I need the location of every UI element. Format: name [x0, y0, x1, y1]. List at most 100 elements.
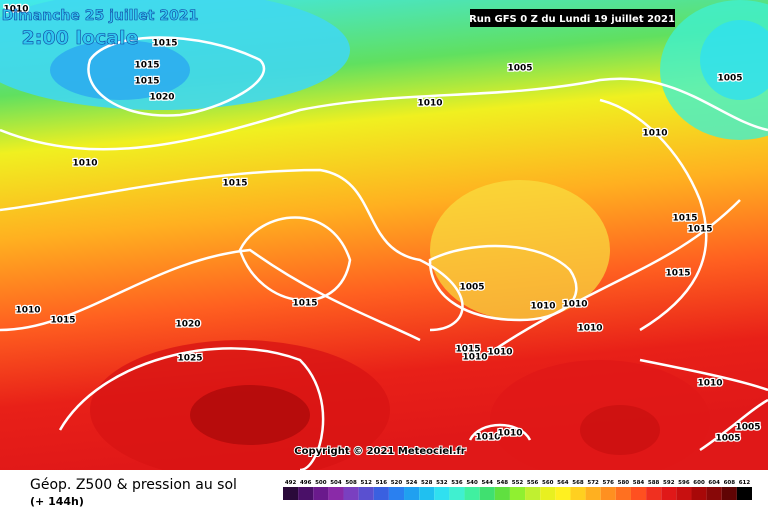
- legend-label: 604: [708, 480, 720, 486]
- isobar-label: 1010: [487, 348, 512, 358]
- legend-swatch: [298, 487, 314, 500]
- legend-label: 520: [391, 480, 403, 486]
- legend-swatch: [343, 487, 359, 500]
- isobar-label: 1015: [222, 179, 247, 189]
- isobar-label: 1005: [735, 423, 760, 433]
- isobar-label: 1015: [292, 299, 317, 309]
- legend-swatch: [449, 487, 465, 500]
- legend-swatch: [721, 487, 737, 500]
- legend-swatch: [706, 487, 722, 500]
- legend-label: 552: [512, 480, 524, 486]
- isobar-label: 1010: [697, 379, 722, 389]
- legend-label: 540: [466, 480, 478, 486]
- isobar-label: 1010: [72, 159, 97, 169]
- time-label: 2:00 locale: [22, 27, 139, 49]
- legend-label: 580: [618, 480, 630, 486]
- legend-swatch: [419, 487, 435, 500]
- legend-label: 608: [724, 480, 736, 486]
- legend-swatch: [540, 487, 556, 500]
- map-background: [0, 0, 768, 480]
- legend-swatch: [630, 487, 647, 500]
- isobar-label: 1010: [417, 99, 442, 109]
- legend-swatch: [555, 487, 571, 500]
- legend-swatch: [313, 487, 329, 500]
- legend-swatch: [570, 487, 586, 500]
- run-label: Run GFS 0 Z du Lundi 19 juillet 2021: [469, 14, 675, 25]
- legend-label: 560: [542, 480, 554, 486]
- run-box: [470, 9, 675, 27]
- isobar-label: 1005: [715, 434, 740, 444]
- legend-label: 548: [497, 480, 509, 486]
- isobar-label: 1015: [50, 316, 75, 326]
- legend-label: 592: [663, 480, 675, 486]
- legend-label: 532: [436, 480, 448, 486]
- legend-swatch: [479, 487, 495, 500]
- legend-label: 496: [300, 480, 312, 486]
- legend-label: 536: [451, 480, 463, 486]
- isobar-label: 1010: [3, 5, 28, 15]
- isobar-label: 1005: [717, 74, 742, 84]
- legend-swatch: [691, 487, 707, 500]
- isobar-label: 1010: [475, 433, 500, 443]
- legend-swatch: [434, 487, 450, 500]
- legend-swatch: [373, 487, 389, 500]
- legend-swatch: [661, 487, 677, 500]
- legend-label: 524: [406, 480, 418, 486]
- copyright: Copyright © 2021 Meteociel.fr: [294, 446, 465, 457]
- legend-label: 600: [693, 480, 705, 486]
- isobar-label: 1015: [134, 77, 159, 87]
- legend-label: 584: [633, 480, 645, 486]
- isobar-label: 1015: [687, 225, 712, 235]
- legend-label: 544: [481, 480, 493, 486]
- legend-label: 528: [421, 480, 433, 486]
- legend-swatch: [388, 487, 405, 500]
- legend-label: 512: [360, 480, 372, 486]
- footer-lead: (+ 144h): [30, 495, 84, 508]
- legend-label: 500: [315, 480, 327, 486]
- isobar-label: 1015: [455, 345, 480, 355]
- isobar-label: 1005: [507, 64, 532, 74]
- legend-swatch: [600, 487, 616, 500]
- legend-swatch: [615, 487, 631, 500]
- legend-swatch: [464, 487, 480, 500]
- legend-swatch: [358, 487, 374, 500]
- isobar-label: 1010: [462, 353, 487, 363]
- legend-label: 504: [330, 480, 342, 486]
- legend-label: 612: [739, 480, 751, 486]
- isobar-label: 1010: [562, 300, 587, 310]
- legend-label: 588: [648, 480, 660, 486]
- isobar-label: 1010: [15, 306, 40, 316]
- legend-label: 516: [376, 480, 388, 486]
- legend-label: 564: [557, 480, 569, 486]
- legend-label: 556: [527, 480, 539, 486]
- legend-label: 576: [603, 480, 615, 486]
- legend-swatch: [283, 487, 299, 500]
- isobar-label: 1020: [175, 320, 200, 330]
- legend-swatch: [328, 487, 344, 500]
- isobar-label: 1015: [152, 39, 177, 49]
- isobar-label: 1010: [497, 429, 522, 439]
- legend-swatch: [509, 487, 526, 500]
- legend-swatch: [736, 487, 752, 500]
- legend-swatch: [585, 487, 601, 500]
- legend-label: 492: [285, 480, 297, 486]
- legend-label: 508: [345, 480, 357, 486]
- isobar-labels: 1010101510151015102010051005101010101015…: [2, 3, 762, 445]
- isobar-label: 1010: [642, 129, 667, 139]
- isobar-label: 1010: [577, 324, 602, 334]
- legend-label: 568: [572, 480, 584, 486]
- isobar-label: 1020: [149, 93, 174, 103]
- legend-swatch: [404, 487, 420, 500]
- legend-swatch: [494, 487, 510, 500]
- isobar-label: 1010: [530, 302, 555, 312]
- legend-swatch: [646, 487, 662, 500]
- isobar-label: 1015: [134, 61, 159, 71]
- legend-label: 572: [587, 480, 599, 486]
- isobar-label: 1015: [672, 214, 697, 224]
- isobar-label: 1025: [177, 354, 202, 364]
- isobar-label: 1005: [459, 283, 484, 293]
- legend-swatch: [525, 487, 541, 500]
- color-legend: 492 496 500 504 508 512 516 520 524 528 532 536 540 5…: [283, 480, 752, 500]
- legend-label: 596: [678, 480, 690, 486]
